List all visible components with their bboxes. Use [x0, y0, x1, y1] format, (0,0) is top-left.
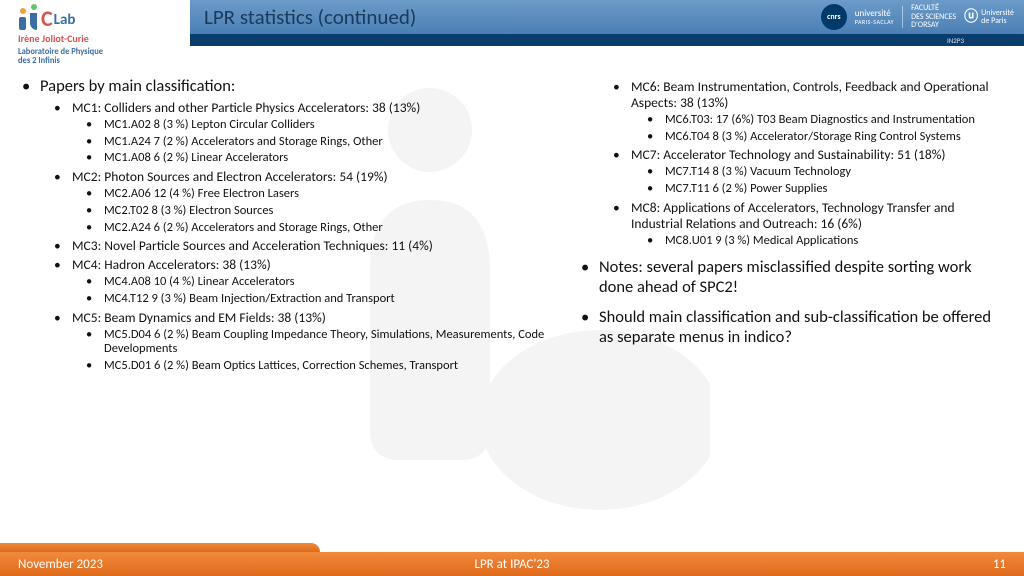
faculte-logo: FACULTÉ DES SCIENCES D'ORSAY [911, 4, 956, 29]
logo-lab-text: Lab [54, 10, 76, 30]
mc7-a: •MC7.T14 8 (3 %) Vacuum Technology [647, 165, 999, 180]
page-number: 11 [993, 557, 1006, 572]
mc5: •MC5: Beam Dynamics and EM Fields: 38 (1… [54, 310, 569, 326]
mc6: •MC6: Beam Instrumentation, Controls, Fe… [613, 79, 999, 111]
notes-2: •Should main classification and sub-clas… [581, 308, 999, 348]
mc1: •MC1: Colliders and other Particle Physi… [54, 100, 569, 116]
mc3: •MC3: Novel Particle Sources and Acceler… [54, 238, 569, 254]
mc7: •MC7: Accelerator Technology and Sustain… [613, 147, 999, 163]
footer: November 2023 LPR at IPAC'23 11 [0, 552, 1024, 576]
mc2: •MC2: Photon Sources and Electron Accele… [54, 169, 569, 185]
heading-left: •Papers by main classification: [22, 76, 569, 96]
mc4-b: •MC4.T12 9 (3 %) Beam Injection/Extracti… [86, 292, 569, 307]
mc6-a: •MC6.T03: 17 (6%) T03 Beam Diagnostics a… [647, 113, 999, 128]
mc2-a: •MC2.A06 12 (4 %) Free Electron Lasers [86, 187, 569, 202]
cnrs-logo: cnrs [821, 4, 847, 30]
mc4: •MC4: Hadron Accelerators: 38 (13%) [54, 257, 569, 273]
mc5-b: •MC5.D01 6 (2 %) Beam Optics Lattices, C… [86, 359, 569, 374]
udp-logo: ⓤ Universitéde Paris [964, 9, 1014, 26]
lab-logo: C Lab Irène Joliot-Curie Laboratoire de … [0, 0, 190, 46]
logo-sub2: des 2 Infinis [18, 56, 60, 66]
mc2-b: •MC2.T02 8 (3 %) Electron Sources [86, 204, 569, 219]
mc1-b: •MC1.A24 7 (2 %) Accelerators and Storag… [86, 135, 569, 150]
mc8: •MC8: Applications of Accelerators, Tech… [613, 200, 999, 232]
mc1-a: •MC1.A02 8 (3 %) Lepton Circular Collide… [86, 118, 569, 133]
mc6-b: •MC6.T04 8 (3 %) Accelerator/Storage Rin… [647, 130, 999, 145]
footer-date: November 2023 [18, 557, 103, 572]
logo-irene-text: Irène Joliot-Curie [18, 32, 89, 45]
mc2-c: •MC2.A24 6 (2 %) Accelerators and Storag… [86, 221, 569, 236]
sponsor-logos: cnrs université PARIS-SACLAY FACULTÉ DES… [821, 4, 1014, 30]
mc8-a: •MC8.U01 9 (3 %) Medical Applications [647, 234, 999, 249]
mc4-a: •MC4.A08 10 (4 %) Linear Accelerators [86, 275, 569, 290]
mc1-c: •MC1.A08 6 (2 %) Linear Accelerators [86, 151, 569, 166]
notes-1: •Notes: several papers misclassified des… [581, 258, 999, 298]
ups-logo: université PARIS-SACLAY [855, 9, 894, 25]
mc5-a: •MC5.D04 6 (2 %) Beam Coupling Impedance… [86, 328, 569, 358]
page-title: LPR statistics (continued) [204, 4, 416, 30]
in2p3-label: IN2P3 [947, 36, 964, 45]
mc7-b: •MC7.T11 6 (2 %) Power Supplies [647, 182, 999, 197]
footer-title: LPR at IPAC'23 [474, 557, 549, 572]
